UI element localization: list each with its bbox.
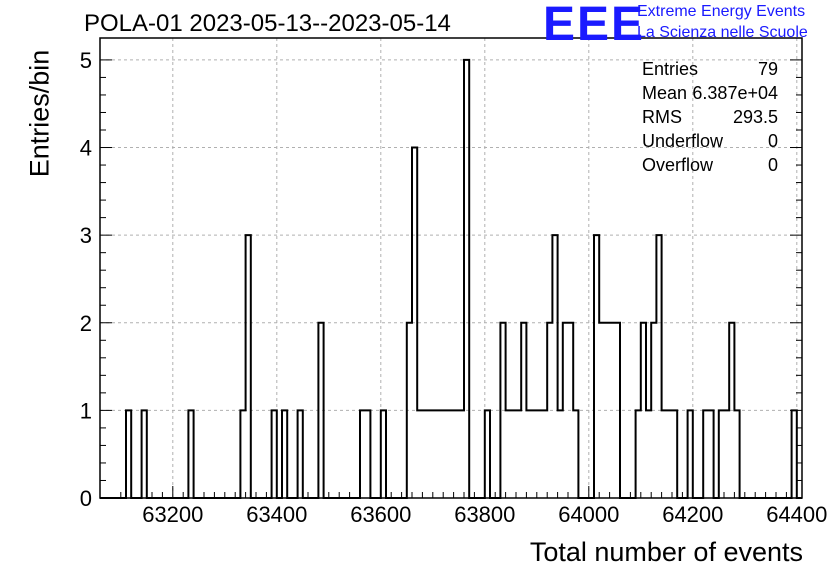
y-tick-label: 4 — [80, 136, 92, 161]
histogram-bin — [506, 410, 511, 498]
histogram-bin — [438, 410, 443, 498]
stat-label: Overflow — [642, 155, 714, 175]
histogram-bin — [448, 410, 453, 498]
stat-label: Underflow — [642, 131, 724, 151]
chart-title: POLA-01 2023-05-13--2023-05-14 — [84, 10, 451, 37]
histogram-bin — [433, 410, 438, 498]
histogram-bin — [532, 410, 537, 498]
stat-value: 6.387e+04 — [692, 83, 778, 103]
histogram-bin — [428, 410, 433, 498]
y-tick-label: 0 — [80, 486, 92, 511]
x-tick-label: 63200 — [142, 502, 203, 527]
axis-tick-labels: 63200 63400 63600 63800 64000 64200 64400 0 1 2 3 4… — [80, 48, 828, 527]
histogram-bin — [526, 410, 531, 498]
histogram-bin — [537, 410, 542, 498]
y-tick-label: 2 — [80, 311, 92, 336]
stat-label: Mean — [642, 83, 688, 103]
stat-mean: Mean 6.387e+04 — [642, 83, 778, 107]
stat-rms: RMS 293.5 — [642, 107, 778, 131]
histogram-bin — [417, 410, 422, 498]
logo-line-1: Extreme Energy Events — [637, 3, 806, 20]
x-tick-label: 63600 — [350, 502, 411, 527]
stat-underflow: Underflow 0 — [642, 131, 778, 155]
plot-frame — [99, 37, 803, 499]
x-tick-label: 64000 — [558, 502, 619, 527]
y-axis-label: Entries/bin — [24, 49, 55, 178]
histogram-bin — [516, 410, 521, 498]
eee-logo: EEE — [543, 0, 646, 51]
histogram-bin — [511, 410, 516, 498]
histogram-bin — [646, 410, 651, 498]
y-tick-label: 5 — [80, 48, 92, 73]
logo-line-2: La Scienza nelle Scuole — [637, 24, 808, 41]
histogram-bin — [542, 410, 547, 498]
histogram-bin — [454, 410, 459, 498]
y-tick-label: 3 — [80, 223, 92, 248]
x-axis-label: Total number of events — [529, 537, 803, 567]
histogram-bin — [667, 410, 672, 498]
x-tick-label: 64200 — [662, 502, 723, 527]
histogram-bin — [558, 410, 563, 498]
histogram-bin — [459, 410, 464, 498]
y-tick-label: 1 — [80, 398, 92, 423]
x-tick-label: 64400 — [766, 502, 827, 527]
histogram-bin — [443, 410, 448, 498]
stat-value: 0 — [767, 155, 778, 175]
stat-entries: Entries 79 — [642, 59, 778, 83]
histogram-bin — [724, 410, 729, 498]
stats-box: Entries 79 Mean 6.387e+04 RMS 293.5 Unde… — [642, 59, 778, 179]
axis-ticks — [100, 59, 802, 499]
stat-label: RMS — [642, 107, 682, 127]
x-tick-label: 63800 — [454, 502, 515, 527]
grid-lines — [100, 38, 802, 498]
x-tick-label: 63400 — [246, 502, 307, 527]
stat-overflow: Overflow 0 — [642, 155, 778, 179]
stat-label: Entries — [642, 59, 699, 79]
histogram-bin — [422, 410, 427, 498]
histogram-bin — [662, 410, 667, 498]
stat-value: 0 — [767, 131, 778, 151]
stat-value: 79 — [757, 59, 778, 79]
stat-value: 293.5 — [732, 107, 778, 127]
